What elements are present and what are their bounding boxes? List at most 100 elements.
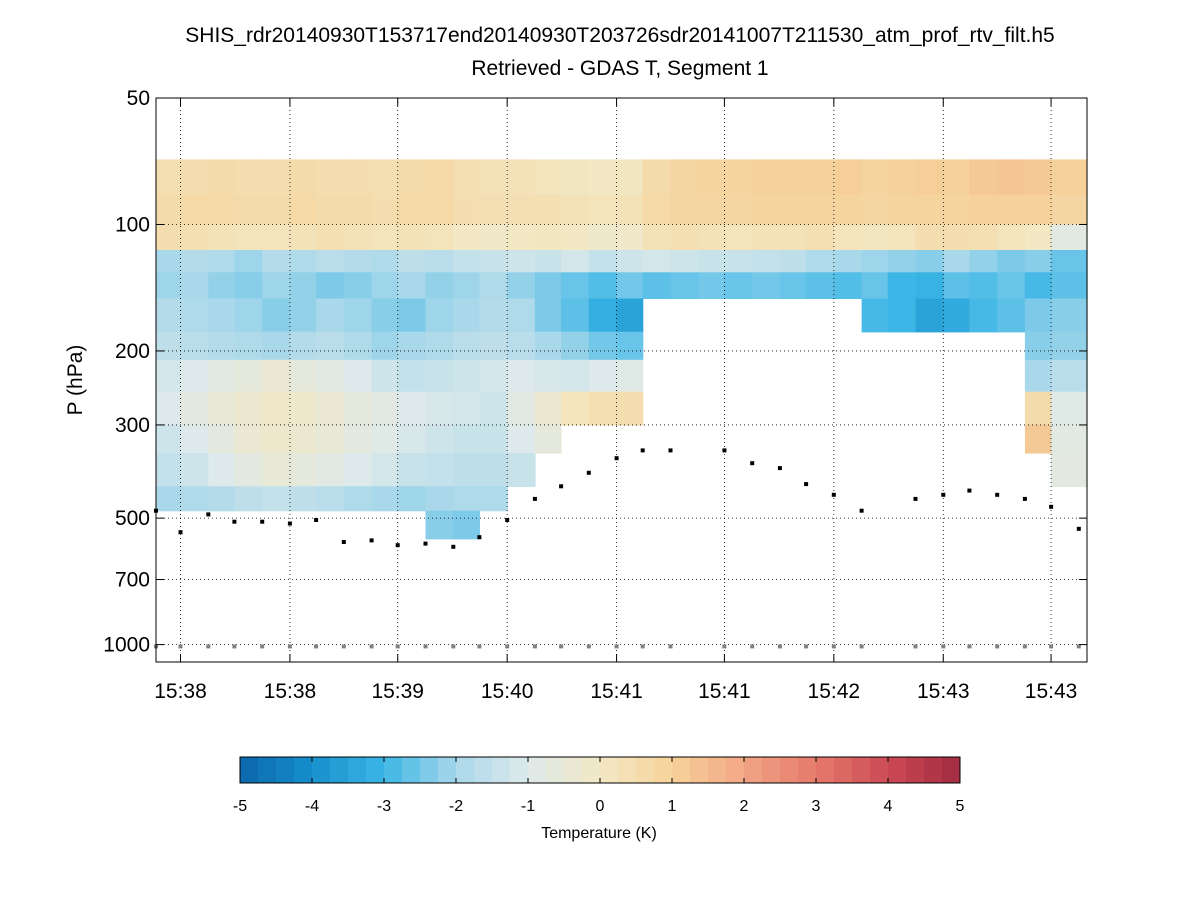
heatmap-cell-r6-c0 (156, 331, 182, 361)
heatmap-cell-r10-c1 (180, 453, 209, 487)
level-marker-24 (831, 492, 836, 497)
heatmap-cell-r9-c0 (156, 424, 182, 454)
heatmap-cell-r4-c17 (616, 272, 644, 299)
heatmap-cell-r2-c25 (833, 224, 863, 251)
heatmap-cell-r2-c21 (724, 224, 753, 251)
heatmap-cell-r9-c9 (397, 424, 427, 454)
level-marker-13 (505, 518, 510, 522)
heatmap-cell-r0-c32 (1024, 159, 1052, 196)
heatmap-cell-r4-c10 (425, 272, 454, 299)
heatmap-cell-r6-c4 (262, 331, 291, 361)
heatmap-cell-r2-c5 (289, 224, 317, 251)
heatmap-cell-r11-c4 (262, 486, 291, 512)
colorbar-tick-label-2: -3 (377, 798, 391, 815)
colorbar-segment-22 (636, 757, 655, 783)
heatmap-cell-r10-c10 (425, 453, 454, 487)
heatmap-cell-r2-c6 (316, 224, 345, 251)
level-marker-15 (559, 484, 564, 489)
heatmap-cell-r4-c14 (534, 272, 562, 299)
surface-marker-23 (804, 644, 809, 649)
colorbar-segment-36 (888, 757, 907, 783)
colorbar-segment-16 (528, 757, 547, 783)
heatmap-cell-r2-c31 (997, 224, 1026, 251)
heatmap-cell-r2-c0 (156, 224, 182, 251)
heatmap-cell-r7-c1 (180, 359, 209, 393)
heatmap-cell-r6-c5 (289, 331, 317, 361)
colorbar-segment-6 (348, 757, 367, 783)
x-axis-ticks: 15:38 15:38 15:39 15:40 15:41 15:41 15:42 15:43… (154, 98, 1077, 703)
heatmap-cell-r7-c32 (1024, 359, 1052, 393)
colorbar-segment-13 (474, 757, 493, 783)
heatmap-cell-r4-c30 (969, 272, 998, 299)
heatmap-cell-r0-c29 (943, 159, 970, 196)
heatmap-cell-r9-c10 (425, 424, 454, 454)
heatmap-cell-r11-c6 (316, 486, 345, 512)
heatmap-cell-r6-c6 (316, 331, 345, 361)
heatmap-cell-r8-c9 (397, 391, 427, 426)
heatmap-cell-r4-c5 (289, 272, 317, 299)
level-marker-32 (1076, 526, 1081, 531)
heatmap-cell-r7-c0 (156, 359, 182, 393)
heatmap-cell-r0-c18 (642, 159, 672, 196)
heatmap-cell-r3-c17 (616, 250, 644, 273)
heatmap-cell-r4-c29 (943, 272, 970, 299)
y-tick-label-0: 50 (127, 87, 150, 110)
heatmap-cell-r1-c24 (806, 194, 835, 226)
colorbar-tick-label-6: 1 (668, 798, 677, 815)
heatmap-cell-r3-c3 (234, 250, 263, 273)
heatmap-cell-r8-c0 (156, 391, 182, 426)
y-tick-label-1: 100 (115, 213, 150, 236)
colorbar-tick-label-8: 3 (812, 798, 821, 815)
heatmap-cell-r2-c7 (343, 224, 373, 251)
heatmap-cell-r11-c2 (208, 486, 235, 512)
colorbar-segment-24 (672, 757, 691, 783)
heatmap-cell-r2-c26 (861, 224, 889, 251)
colorbar-segment-30 (780, 757, 799, 783)
surface-marker-20 (722, 644, 727, 649)
heatmap-cell-r1-c11 (453, 194, 480, 226)
level-marker-21 (750, 461, 755, 466)
heatmap-cell-r2-c4 (262, 224, 291, 251)
surface-marker-17 (614, 644, 619, 649)
heatmap-cell-r1-c5 (289, 194, 317, 226)
heatmap-cell-r6-c13 (507, 331, 536, 361)
colorbar-segment-1 (258, 757, 277, 783)
heatmap-cell-r4-c27 (887, 272, 917, 299)
x-tick-label-2: 15:39 (371, 680, 424, 703)
level-marker-12 (477, 535, 482, 540)
heatmap-cell-r10-c33 (1051, 453, 1088, 487)
surface-marker-31 (1049, 644, 1054, 649)
surface-marker-28 (967, 644, 972, 649)
heatmap-cell-r4-c9 (397, 272, 427, 299)
heatmap-cell-r0-c9 (397, 159, 427, 196)
heatmap-cell-r10-c6 (316, 453, 345, 487)
heatmap-cell-r8-c13 (507, 391, 536, 426)
heatmap-cell-r1-c9 (397, 194, 427, 226)
heatmap-cell-r11-c11 (453, 486, 480, 512)
heatmap-cell-r3-c4 (262, 250, 291, 273)
colorbar-segment-19 (582, 757, 601, 783)
heatmap-cell-r11-c1 (180, 486, 209, 512)
heatmap-cell-r9-c12 (479, 424, 508, 454)
heatmap-cell-r2-c10 (425, 224, 454, 251)
heatmap-cell-r0-c7 (343, 159, 373, 196)
heatmap-cell-r3-c7 (343, 250, 373, 273)
heatmap-cell-r4-c26 (861, 272, 889, 299)
surface-marker-14 (532, 644, 537, 649)
heatmap-cell-r8-c10 (425, 391, 454, 426)
surface-marker-12 (477, 644, 482, 649)
heatmap-cell-r6-c10 (425, 331, 454, 361)
heatmap-cell-r3-c21 (724, 250, 753, 273)
heatmap-cell-r10-c8 (371, 453, 399, 487)
heatmap-cell-r7-c11 (453, 359, 480, 393)
marker-points (154, 448, 1081, 649)
heatmap-cell-r7-c16 (588, 359, 618, 393)
surface-marker-16 (586, 644, 591, 649)
heatmap-cell-r5-c33 (1051, 298, 1088, 333)
heatmap-cell-r7-c8 (371, 359, 399, 393)
heatmap-cell-r2-c28 (915, 224, 944, 251)
surface-marker-5 (287, 644, 292, 649)
heatmap-cell-r1-c29 (943, 194, 970, 226)
heatmap-cell-r3-c27 (887, 250, 917, 273)
heatmap-cell-r0-c17 (616, 159, 644, 196)
